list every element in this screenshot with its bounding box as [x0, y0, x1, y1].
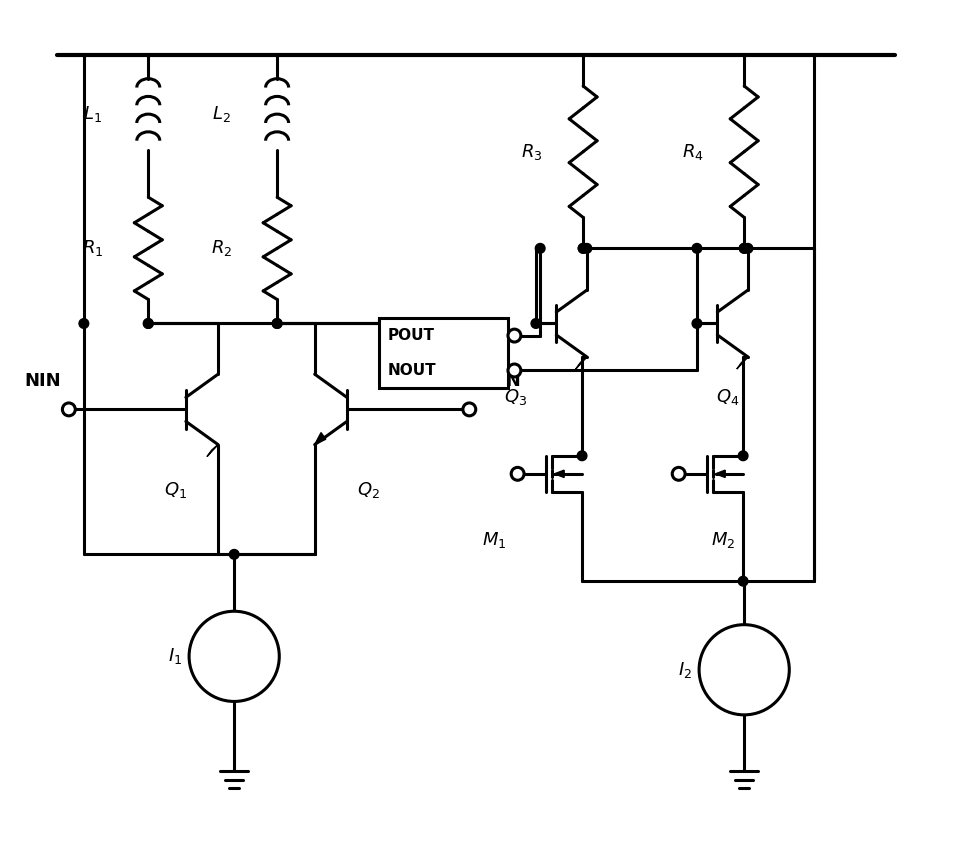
Text: $L_1$: $L_1$ — [83, 104, 102, 124]
Text: $I_2$: $I_2$ — [678, 660, 692, 680]
Circle shape — [739, 243, 749, 253]
Polygon shape — [715, 470, 725, 477]
Text: NOUT: NOUT — [387, 363, 436, 378]
Circle shape — [508, 329, 521, 342]
Polygon shape — [737, 357, 748, 369]
Circle shape — [739, 576, 748, 586]
Circle shape — [79, 318, 89, 328]
Circle shape — [578, 243, 588, 253]
Bar — [379, 318, 508, 388]
Circle shape — [699, 625, 789, 715]
Circle shape — [672, 467, 685, 480]
Text: $Q_1$: $Q_1$ — [163, 480, 187, 500]
Circle shape — [508, 364, 521, 377]
Text: $L_2$: $L_2$ — [212, 104, 231, 124]
Text: $R_3$: $R_3$ — [521, 142, 542, 162]
Text: $I_1$: $I_1$ — [168, 647, 182, 666]
Circle shape — [577, 451, 587, 460]
Circle shape — [739, 451, 748, 460]
Circle shape — [743, 243, 753, 253]
Circle shape — [692, 243, 702, 253]
Circle shape — [582, 243, 592, 253]
Text: POUT: POUT — [387, 328, 435, 343]
Circle shape — [272, 318, 282, 328]
Polygon shape — [207, 444, 218, 457]
Text: NIN: NIN — [24, 372, 61, 390]
Polygon shape — [576, 357, 587, 369]
Text: $Q_2$: $Q_2$ — [357, 480, 379, 500]
Circle shape — [143, 318, 153, 328]
Text: $R_2$: $R_2$ — [211, 238, 232, 259]
Circle shape — [230, 550, 239, 559]
Polygon shape — [555, 470, 564, 477]
Text: PIN: PIN — [486, 372, 522, 390]
Text: $M_1$: $M_1$ — [482, 530, 506, 551]
Text: $Q_3$: $Q_3$ — [504, 386, 527, 407]
Circle shape — [189, 611, 279, 701]
Circle shape — [535, 243, 545, 253]
Text: $R_1$: $R_1$ — [82, 238, 103, 259]
Circle shape — [463, 403, 476, 416]
Circle shape — [62, 403, 75, 416]
Polygon shape — [314, 432, 326, 444]
Circle shape — [272, 318, 282, 328]
Circle shape — [511, 467, 524, 480]
Circle shape — [531, 318, 541, 328]
Circle shape — [739, 243, 749, 253]
Circle shape — [143, 318, 153, 328]
Circle shape — [578, 243, 588, 253]
Text: $R_4$: $R_4$ — [682, 142, 703, 162]
Text: $Q_4$: $Q_4$ — [716, 386, 739, 407]
Circle shape — [692, 318, 702, 328]
Text: $M_2$: $M_2$ — [710, 530, 735, 551]
